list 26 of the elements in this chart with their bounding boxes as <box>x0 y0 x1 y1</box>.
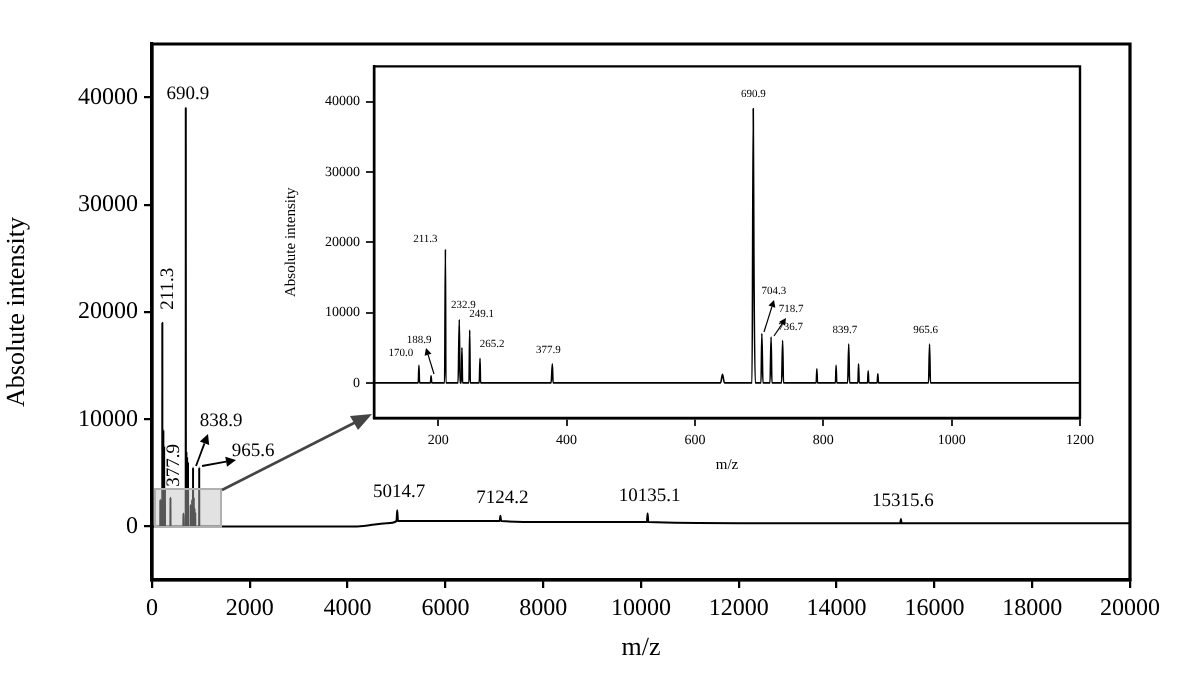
x-tick-label: 10000 <box>611 592 671 621</box>
y-tick-label: 30000 <box>78 189 138 218</box>
y-tick-label: 20000 <box>78 296 138 325</box>
x-tick-label: 4000 <box>323 592 372 621</box>
annotation: 690.9 <box>166 85 210 106</box>
annotation: 15315.6 <box>872 491 935 512</box>
y-tick-label: 0 <box>126 510 138 539</box>
annotation: 838.9 <box>199 412 243 433</box>
annotation: 10135.1 <box>618 486 681 507</box>
annotation: 965.6 <box>231 442 276 463</box>
annotation: 7124.2 <box>476 488 529 509</box>
x-tick-label: 2000 <box>225 592 274 621</box>
y-axis-title: Absolute intensity <box>0 216 31 407</box>
x-tick-label: 16000 <box>904 592 965 621</box>
x-tick-label: 14000 <box>806 592 867 621</box>
x-tick-label: 18000 <box>1002 592 1063 621</box>
annotation: 5014.7 <box>373 483 426 504</box>
x-tick-label: 8000 <box>519 592 568 621</box>
x-tick-label: 6000 <box>421 592 470 621</box>
annotation: 377.9 <box>165 443 186 487</box>
x-tick-label: 0 <box>146 592 158 621</box>
annotation: 211.3 <box>159 267 180 310</box>
x-tick-label: 12000 <box>708 592 769 621</box>
y-tick-label: 40000 <box>78 81 138 110</box>
x-tick-label: 20000 <box>1100 592 1160 621</box>
x-axis-title: m/z <box>621 631 661 662</box>
